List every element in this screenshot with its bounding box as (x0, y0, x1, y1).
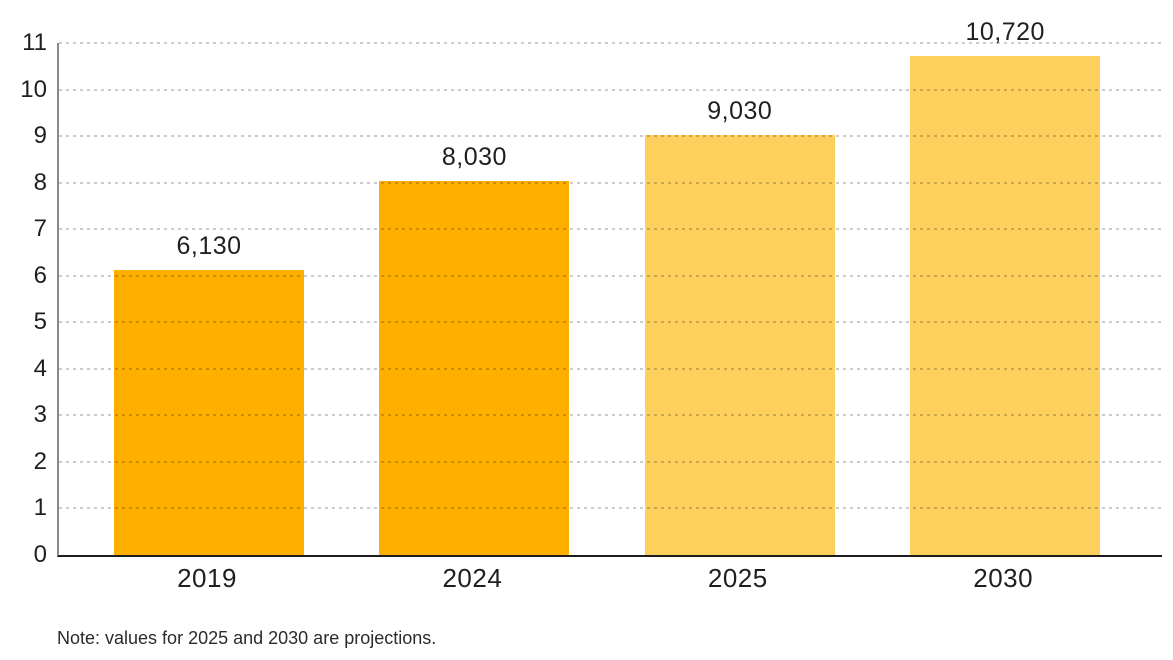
y-axis-tick-label: 0 (33, 541, 47, 568)
y-axis-tick-label: 9 (33, 122, 47, 150)
bar-value-label-2024: 8,030 (441, 143, 507, 172)
bar-2030 (910, 56, 1101, 555)
x-axis-tick-label-2030: 2030 (973, 563, 1034, 593)
bar-2025 (644, 134, 835, 555)
bar-value-label-2030: 10,720 (965, 18, 1045, 47)
plot-area: 6,130 8,030 9,030 10,720 (57, 18, 1162, 557)
x-axis-tick-label-2024: 2024 (442, 563, 503, 593)
y-axis-tick-label: 4 (33, 354, 47, 382)
x-axis-tick-label-2025: 2025 (707, 563, 768, 593)
y-axis-tick-label: 2 (33, 447, 47, 475)
y-axis-tick-label: 1 (33, 494, 47, 522)
y-axis-tick-label: 3 (33, 401, 47, 429)
bar-2024 (379, 181, 570, 555)
bar-2019 (114, 269, 304, 555)
x-axis-tick-label-2019: 2019 (177, 563, 237, 593)
bar-value-label-2025: 9,030 (707, 96, 773, 125)
y-axis-tick-label: 6 (33, 261, 47, 289)
bar-value-label-2019: 6,130 (176, 231, 242, 260)
y-axis-tick-label: 10 (20, 75, 47, 103)
y-axis-tick-label: 11 (22, 29, 47, 56)
chart-note: Note: values for 2025 and 2030 are proje… (57, 628, 437, 648)
y-axis-tick-label: 8 (33, 168, 47, 196)
y-axis-tick-label: 5 (33, 308, 47, 336)
y-axis-tick-label: 7 (33, 215, 47, 243)
